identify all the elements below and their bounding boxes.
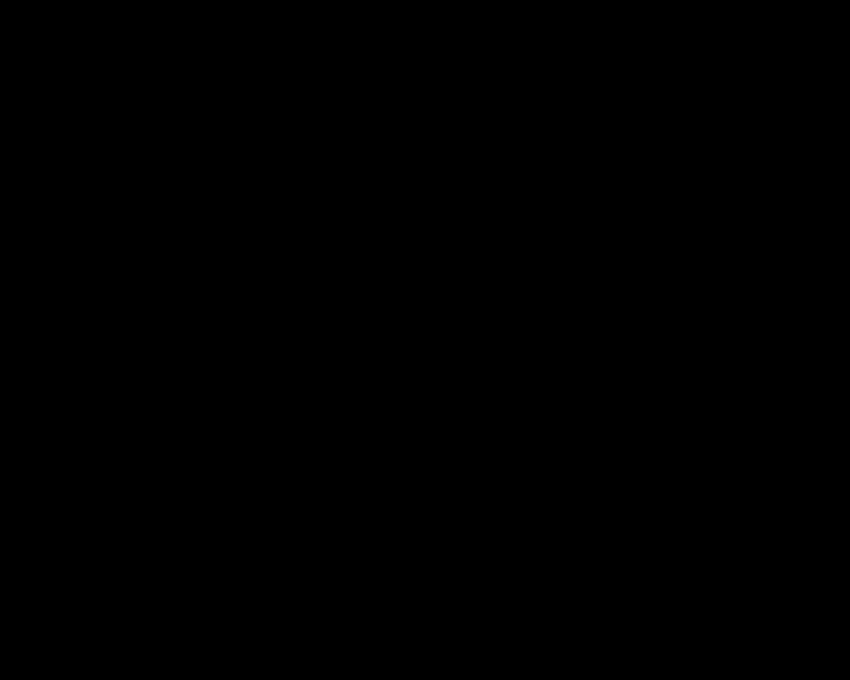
xray-image-canvas	[0, 0, 850, 680]
xrt-image-viewer	[0, 0, 850, 680]
